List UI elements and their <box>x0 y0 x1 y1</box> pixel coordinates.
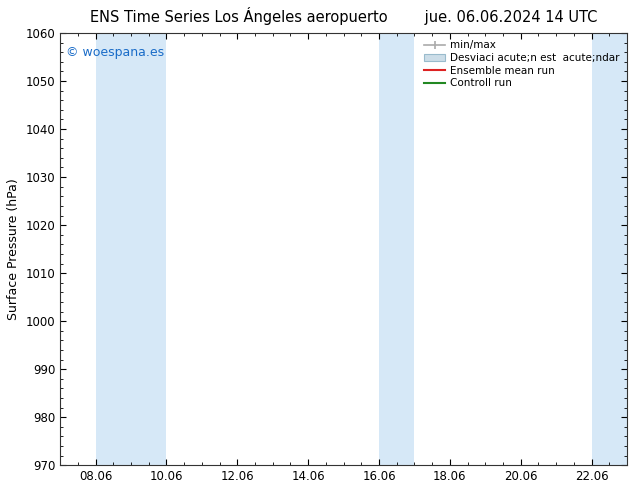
Y-axis label: Surface Pressure (hPa): Surface Pressure (hPa) <box>7 178 20 320</box>
Bar <box>379 33 415 465</box>
Bar <box>96 33 166 465</box>
Text: © woespana.es: © woespana.es <box>66 46 164 59</box>
Bar <box>592 33 627 465</box>
Title: ENS Time Series Los Ángeles aeropuerto        jue. 06.06.2024 14 UTC: ENS Time Series Los Ángeles aeropuerto j… <box>90 7 597 25</box>
Legend: min/max, Desviaci acute;n est  acute;ndar, Ensemble mean run, Controll run: min/max, Desviaci acute;n est acute;ndar… <box>420 36 624 92</box>
